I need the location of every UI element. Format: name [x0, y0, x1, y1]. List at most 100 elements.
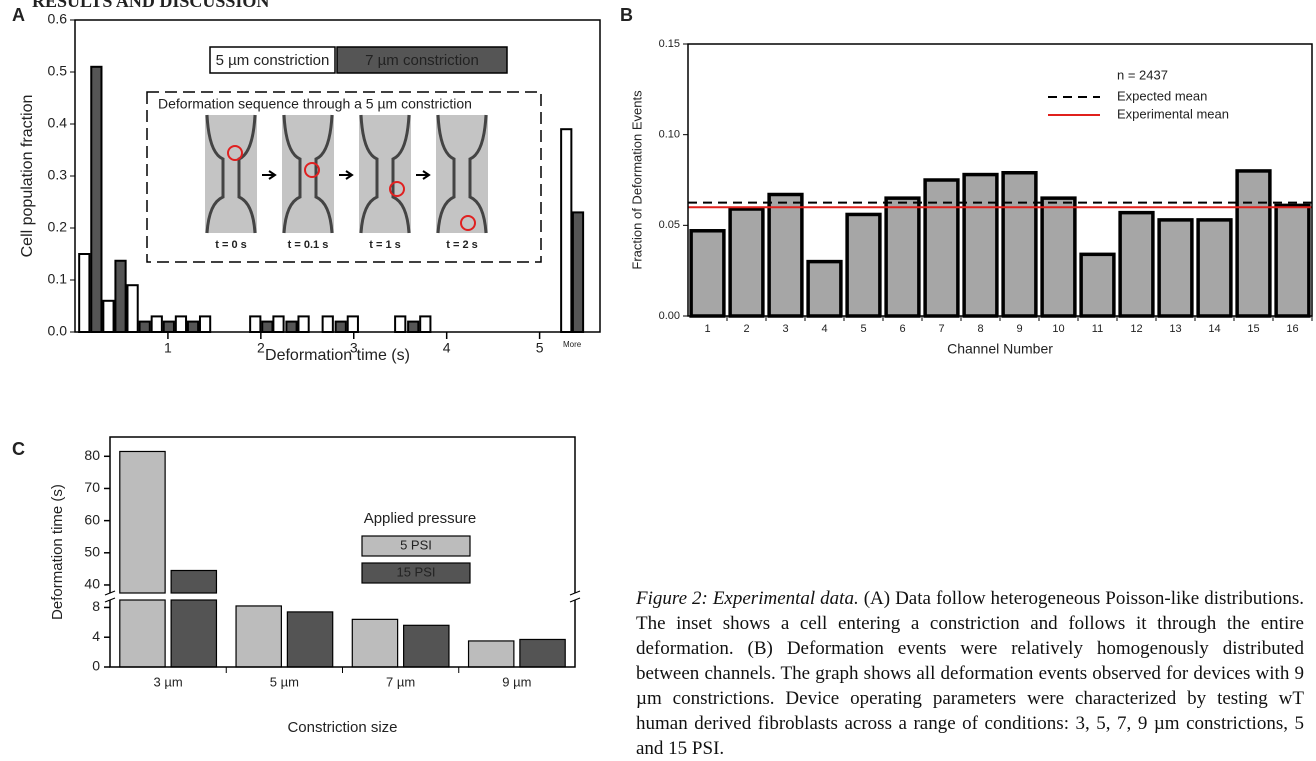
inset-time-label: t = 0.1 s [288, 239, 329, 251]
bar-upper-part [119, 450, 166, 594]
x-tick-label: 14 [1208, 323, 1220, 335]
plot-frame [687, 43, 1313, 317]
y-tick-label: 4 [92, 628, 100, 644]
bar [767, 192, 804, 318]
bar [198, 315, 212, 333]
y-tick-label: 0.0 [48, 323, 68, 339]
x-tick-label: 2 [743, 323, 749, 335]
bar [806, 259, 843, 318]
legend-label: 15 PSI [396, 564, 435, 579]
x-tick-label: 3 µm [154, 674, 183, 689]
bar [560, 128, 573, 333]
inset-time-label: t = 1 s [369, 239, 401, 251]
y-tick-label: 50 [84, 543, 100, 559]
x-axis-label: Constriction size [287, 719, 397, 736]
y-tick-label: 0.4 [48, 115, 68, 131]
x-tick-label: 9 µm [502, 674, 531, 689]
bar [346, 315, 359, 333]
bar [78, 253, 91, 333]
cell-marker [227, 145, 243, 161]
cell-marker [460, 215, 476, 231]
axis-break [104, 590, 581, 603]
legend-label: 7 µm constriction [365, 52, 479, 69]
bar [90, 65, 103, 334]
bar [1157, 218, 1194, 318]
cell-marker [389, 181, 405, 197]
x-tick-label: 16 [1286, 323, 1298, 335]
legend-label: Expected mean [1117, 88, 1207, 103]
bar-upper-part [170, 569, 218, 594]
bar [114, 259, 127, 334]
axis-frame [109, 436, 576, 668]
legend-box [361, 562, 471, 584]
inset-time-label: t = 0 s [215, 239, 247, 251]
x-tick-label: 3 [350, 340, 358, 356]
x-tick-label: 10 [1052, 323, 1064, 335]
bar [571, 211, 585, 333]
x-tick-label: 5 µm [270, 674, 299, 689]
bar [728, 207, 765, 318]
y-tick-label: 0.15 [659, 38, 680, 50]
x-tick-label: 6 [899, 323, 905, 335]
bar [689, 229, 726, 318]
micrograph [436, 115, 488, 233]
legend-box [209, 46, 336, 74]
y-axis-label: Fraction of Deformation Events [629, 90, 644, 270]
bar [419, 315, 432, 333]
y-tick-label: 70 [84, 479, 100, 495]
bar-lower-part [170, 599, 218, 668]
micrograph [282, 115, 334, 233]
bar [519, 638, 566, 668]
y-tick-label: 0 [92, 658, 100, 674]
y-axis-label: Cell population fraction [19, 95, 36, 258]
x-tick-label: 7 µm [386, 674, 415, 689]
panel-letter: A [12, 5, 25, 25]
plot-frame [74, 19, 601, 333]
y-tick-label: 0.1 [48, 271, 68, 287]
x-tick-label: 1 [164, 340, 172, 356]
bar-lower-part [119, 599, 166, 668]
bar [1235, 169, 1272, 318]
x-tick-label: 1 [704, 323, 710, 335]
micrograph-outline [205, 114, 257, 234]
bar [467, 640, 515, 668]
bar [272, 315, 285, 333]
x-tick-label: 13 [1169, 323, 1181, 335]
bar [102, 299, 115, 333]
arrow [262, 170, 277, 180]
page: {"header": "RESULTS AND DISCUSSION", "ch… [12, 0, 1313, 759]
caption: Figure 2: Experimental data. (A) Data fo… [636, 586, 1304, 761]
x-tick-label: 4 [821, 323, 827, 335]
caption-label: Figure 2: Experimental data. [636, 588, 859, 609]
arrow [416, 170, 431, 180]
y-tick-label: 0.10 [659, 129, 680, 141]
y-tick-label: 0.2 [48, 219, 68, 235]
x-tick-label: 7 [938, 323, 944, 335]
bar [884, 196, 921, 318]
bar [407, 320, 420, 334]
y-tick-label: 0.5 [48, 63, 68, 79]
legend-box [361, 535, 471, 557]
x-tick-label: 15 [1247, 323, 1259, 335]
x-axis-label: Channel Number [947, 341, 1053, 357]
x-tick-label: More [563, 340, 582, 349]
caption-text: (A) Data follow heterogeneous Poisson-li… [636, 588, 1304, 759]
y-tick-label: 80 [84, 447, 100, 463]
y-tick-label: 40 [84, 576, 100, 592]
micrograph-outline [436, 114, 488, 234]
legend-title: Applied pressure [364, 510, 477, 527]
sample-size-note: n = 2437 [1117, 67, 1168, 82]
y-tick-label: 0.6 [48, 11, 68, 27]
bar [1274, 203, 1311, 318]
panel-letter: C [12, 439, 25, 459]
bar [321, 315, 334, 333]
inset-title: Deformation sequence through a 5 µm cons… [158, 96, 472, 112]
legend-box [336, 46, 508, 74]
x-tick-label: 4 [443, 340, 451, 356]
bar [261, 320, 274, 334]
section-header: RESULTS AND DISCUSSION [32, 0, 269, 11]
bar [394, 315, 407, 333]
x-tick-label: 5 [536, 340, 544, 356]
y-tick-label: 0.00 [659, 310, 680, 322]
bar [1040, 196, 1077, 318]
